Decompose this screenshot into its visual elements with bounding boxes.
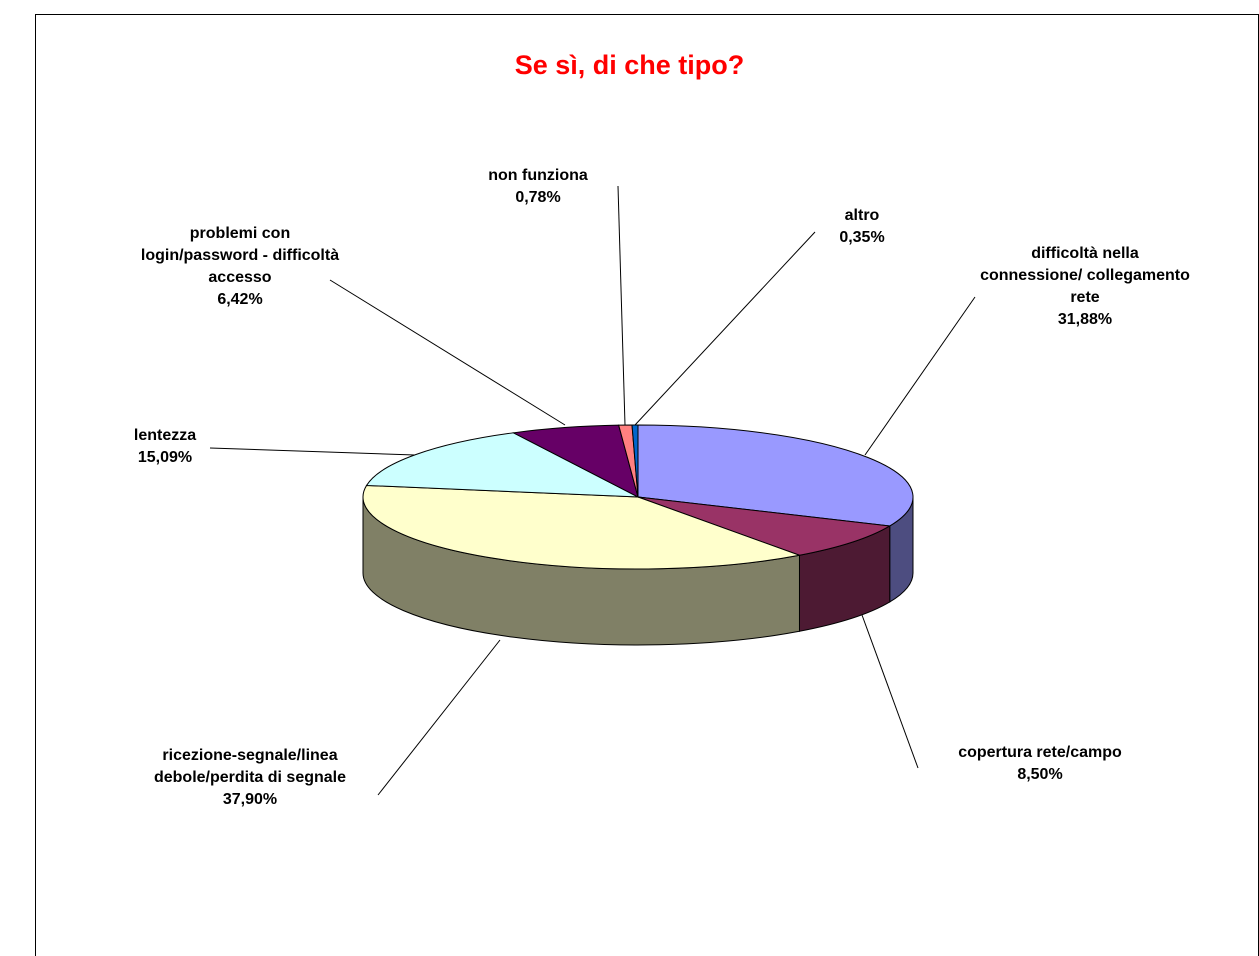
slice xyxy=(637,496,892,556)
leader-line xyxy=(617,185,626,426)
value-label: 8,50% xyxy=(1017,766,1063,783)
slice xyxy=(631,424,639,498)
leader-line xyxy=(864,296,976,456)
data-label: difficoltà nella connessione/ collegamen… xyxy=(980,243,1190,331)
category-label: ricezione-segnale/linea debole/perdita d… xyxy=(153,747,347,786)
value-label: 31,88% xyxy=(1057,311,1113,328)
leader-line xyxy=(861,614,919,769)
leader-line xyxy=(329,279,566,426)
value-label: 15,09% xyxy=(137,449,193,466)
data-label: problemi con login/password - difficoltà… xyxy=(140,223,340,311)
category-label: lentezza xyxy=(133,427,197,444)
value-label: 6,42% xyxy=(217,291,263,308)
data-label: altro 0,35% xyxy=(812,205,912,249)
slice xyxy=(365,432,639,498)
data-label: ricezione-segnale/linea debole/perdita d… xyxy=(115,745,385,811)
category-label: non funziona xyxy=(488,167,588,184)
category-label: difficoltà nella connessione/ collegamen… xyxy=(980,245,1190,306)
slice xyxy=(637,424,914,527)
leader-line xyxy=(377,639,501,796)
data-label: lentezza 15,09% xyxy=(105,425,225,469)
slice xyxy=(362,484,802,570)
data-label: non funziona 0,78% xyxy=(458,165,618,209)
value-label: 37,90% xyxy=(222,791,278,808)
chart-title: Se sì, di che tipo? xyxy=(514,50,745,80)
category-label: altro xyxy=(844,207,880,224)
leader-line xyxy=(634,231,816,426)
data-label: copertura rete/campo 8,50% xyxy=(920,742,1160,786)
leader-line xyxy=(209,447,416,456)
value-label: 0,78% xyxy=(515,189,561,206)
value-label: 0,35% xyxy=(839,229,885,246)
category-label: copertura rete/campo xyxy=(958,744,1122,761)
category-label: problemi con login/password - difficoltà… xyxy=(140,225,340,286)
